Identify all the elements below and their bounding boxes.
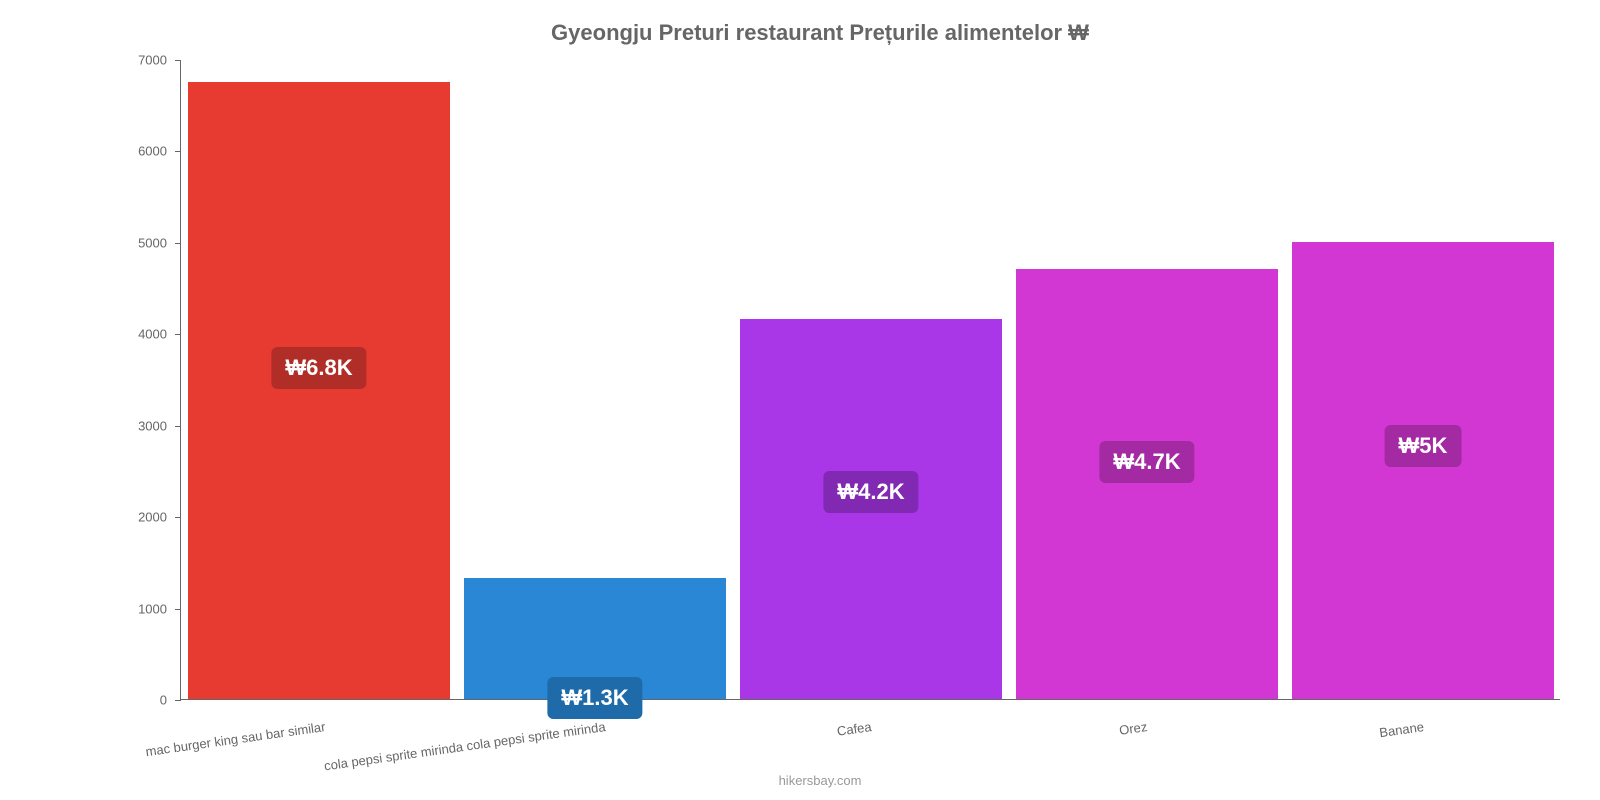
x-tick-label: Cafea bbox=[836, 719, 872, 739]
y-tick-label: 5000 bbox=[138, 235, 167, 250]
bar: ₩4.2K bbox=[740, 319, 1002, 699]
plot-area: 01000200030004000500060007000 ₩6.8K₩1.3K… bbox=[120, 60, 1560, 700]
bar-value-badge: ₩5K bbox=[1385, 425, 1462, 467]
chart-container: Gyeongju Preturi restaurant Prețurile al… bbox=[60, 0, 1580, 800]
bar: ₩5K bbox=[1292, 242, 1554, 699]
bar: ₩6.8K bbox=[188, 82, 450, 699]
x-tick-label: Orez bbox=[1118, 719, 1148, 738]
y-tick-label: 0 bbox=[160, 693, 167, 708]
y-tick-label: 2000 bbox=[138, 510, 167, 525]
y-tick-label: 3000 bbox=[138, 418, 167, 433]
x-tick-label: mac burger king sau bar similar bbox=[145, 719, 327, 759]
x-axis-labels: mac burger king sau bar similarcola peps… bbox=[180, 705, 1560, 765]
bar-value-badge: ₩4.2K bbox=[823, 471, 918, 513]
bar: ₩4.7K bbox=[1016, 269, 1278, 699]
y-tick-mark bbox=[175, 700, 181, 701]
x-tick-label: cola pepsi sprite mirinda cola pepsi spr… bbox=[323, 719, 606, 773]
chart-title: Gyeongju Preturi restaurant Prețurile al… bbox=[60, 0, 1580, 56]
bar-value-badge: ₩4.7K bbox=[1099, 441, 1194, 483]
y-axis: 01000200030004000500060007000 bbox=[120, 60, 175, 700]
x-tick-label: Banane bbox=[1378, 719, 1424, 740]
y-tick-label: 7000 bbox=[138, 53, 167, 68]
y-tick-label: 4000 bbox=[138, 327, 167, 342]
y-tick-label: 1000 bbox=[138, 601, 167, 616]
y-tick-label: 6000 bbox=[138, 144, 167, 159]
bar: ₩1.3K bbox=[464, 578, 726, 699]
bars-area: ₩6.8K ₩1.3K ₩4.2K ₩4.7K ₩5K bbox=[180, 60, 1560, 700]
bar-value-badge: ₩6.8K bbox=[271, 347, 366, 389]
attribution-text: hikersbay.com bbox=[779, 773, 862, 788]
